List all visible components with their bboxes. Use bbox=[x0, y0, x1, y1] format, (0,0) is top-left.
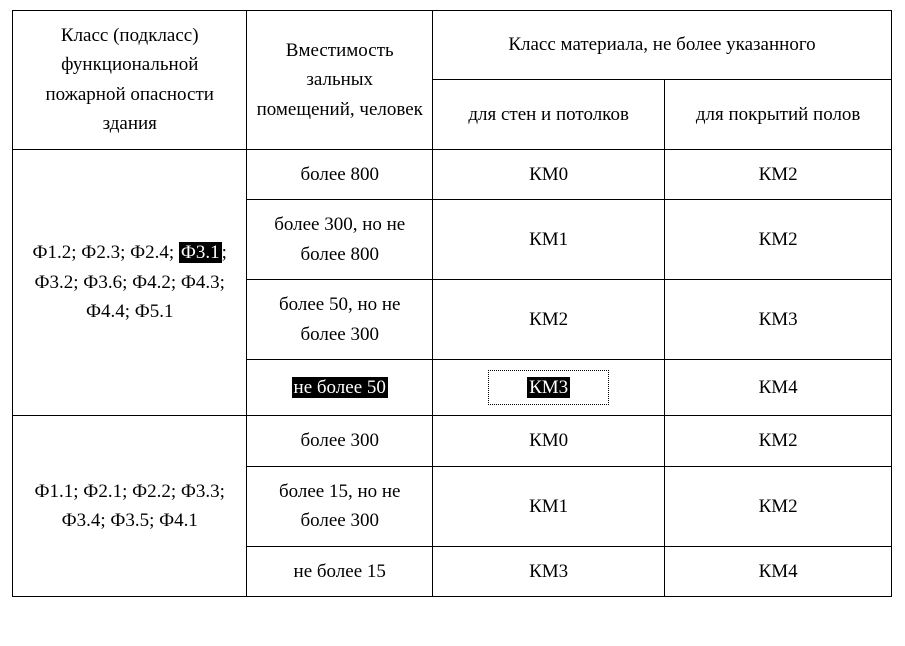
cell-walls: КМ3 bbox=[432, 546, 664, 596]
cell-capacity: более 800 bbox=[247, 149, 433, 199]
cell-floors: КМ2 bbox=[665, 466, 892, 546]
cell-floors: КМ4 bbox=[665, 546, 892, 596]
cell-floors: КМ2 bbox=[665, 200, 892, 280]
cell-floors: КМ2 bbox=[665, 149, 892, 199]
cell-walls: КМ2 bbox=[432, 280, 664, 360]
cell-capacity: более 15, но не более 300 bbox=[247, 466, 433, 546]
cell-walls: КМ0 bbox=[432, 149, 664, 199]
table-header-row-1: Класс (подкласс) функциональной пожарной… bbox=[13, 11, 892, 80]
capacity-highlight-text: не более 50 bbox=[292, 377, 388, 398]
header-floors: для покрытий полов bbox=[665, 80, 892, 149]
header-class: Класс (подкласс) функциональной пожарной… bbox=[13, 11, 247, 150]
cell-capacity-highlight: не более 50 bbox=[247, 359, 433, 415]
table-row: Ф1.2; Ф2.3; Ф2.4; Ф3.1; Ф3.2; Ф3.6; Ф4.2… bbox=[13, 149, 892, 199]
group1-classes-pre: Ф1.2; Ф2.3; Ф2.4; bbox=[33, 242, 179, 263]
cell-floors: КМ4 bbox=[665, 359, 892, 415]
header-material-main: Класс материала, не более указанного bbox=[432, 11, 891, 80]
fire-class-table: Класс (подкласс) функциональной пожарной… bbox=[12, 10, 892, 597]
group1-classes-highlight: Ф3.1 bbox=[179, 242, 222, 263]
header-walls: для стен и потолков bbox=[432, 80, 664, 149]
group1-classes-cell: Ф1.2; Ф2.3; Ф2.4; Ф3.1; Ф3.2; Ф3.6; Ф4.2… bbox=[13, 149, 247, 416]
walls-dashed-box: КМ3 bbox=[488, 370, 609, 405]
cell-walls: КМ1 bbox=[432, 466, 664, 546]
cell-floors: КМ3 bbox=[665, 280, 892, 360]
cell-capacity: не более 15 bbox=[247, 546, 433, 596]
cell-walls: КМ0 bbox=[432, 416, 664, 466]
cell-walls-highlight: КМ3 bbox=[432, 359, 664, 415]
group2-classes-cell: Ф1.1; Ф2.1; Ф2.2; Ф3.3; Ф3.4; Ф3.5; Ф4.1 bbox=[13, 416, 247, 597]
table-row: Ф1.1; Ф2.1; Ф2.2; Ф3.3; Ф3.4; Ф3.5; Ф4.1… bbox=[13, 416, 892, 466]
cell-walls: КМ1 bbox=[432, 200, 664, 280]
cell-capacity: более 50, но не более 300 bbox=[247, 280, 433, 360]
cell-capacity: более 300, но не более 800 bbox=[247, 200, 433, 280]
walls-highlight-text: КМ3 bbox=[527, 377, 570, 398]
header-capacity: Вместимость зальных помещений, человек bbox=[247, 11, 433, 150]
cell-floors: КМ2 bbox=[665, 416, 892, 466]
cell-capacity: более 300 bbox=[247, 416, 433, 466]
